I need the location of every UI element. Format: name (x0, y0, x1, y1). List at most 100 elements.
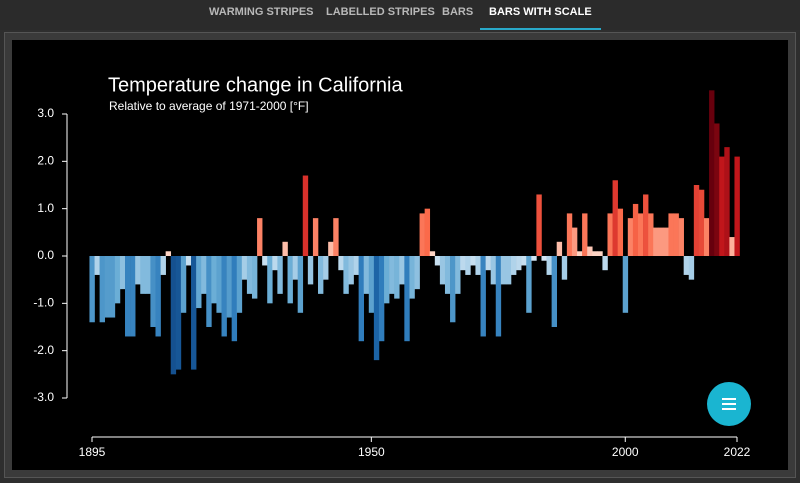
bar (668, 213, 674, 256)
bar (175, 256, 182, 370)
bar (673, 213, 679, 256)
bar (348, 256, 354, 285)
bar (180, 256, 187, 313)
bar (561, 256, 568, 280)
bar (516, 256, 522, 271)
bar (419, 213, 425, 256)
bar (714, 123, 720, 256)
bar (292, 256, 298, 280)
bar (688, 256, 695, 280)
bar (683, 256, 690, 275)
bar (607, 213, 613, 256)
x-tick-label: 1895 (79, 445, 106, 459)
bar (368, 256, 375, 313)
bar (424, 208, 431, 256)
bar (414, 256, 420, 290)
bar (191, 256, 197, 370)
bar (333, 218, 339, 256)
bar (500, 256, 507, 285)
tab[interactable]: WARMING STRIPES (209, 6, 314, 18)
bar (480, 256, 486, 337)
bar (622, 256, 629, 313)
bar (577, 251, 583, 256)
bar (170, 256, 177, 375)
bar (94, 256, 100, 275)
bar (282, 241, 288, 256)
bar (693, 185, 700, 256)
bar (150, 256, 156, 327)
bar (475, 256, 481, 275)
x-tick-label: 2022 (724, 445, 751, 459)
bar (125, 256, 131, 337)
bar (99, 256, 105, 323)
y-tick-label: -2.0 (33, 343, 54, 357)
bar (632, 203, 639, 256)
bar (729, 237, 735, 256)
bar (211, 256, 217, 304)
bar (450, 256, 456, 323)
bar (399, 256, 405, 285)
bar (221, 256, 227, 337)
bar (160, 256, 166, 275)
bar (231, 256, 238, 342)
bar (272, 256, 278, 271)
bar (460, 256, 466, 271)
tab[interactable]: BARS WITH SCALE (480, 0, 601, 30)
bar (384, 256, 390, 304)
bar (648, 213, 654, 256)
tab-bar: WARMING STRIPES LABELLED STRIPES BARS BARS … (0, 0, 800, 30)
bar (312, 218, 319, 256)
bar (389, 256, 395, 294)
bar (135, 256, 141, 285)
bar (556, 241, 563, 256)
bar (114, 256, 121, 304)
bar (257, 218, 263, 256)
bar (246, 256, 253, 294)
chart-title: Temperature change in California (108, 74, 403, 96)
bar (465, 256, 471, 275)
bar (643, 194, 649, 256)
bar (226, 256, 232, 318)
bar (602, 256, 608, 271)
bar (587, 246, 593, 256)
bar (343, 256, 349, 294)
bar (318, 256, 324, 294)
bar (363, 256, 370, 294)
bar (358, 256, 365, 342)
tab[interactable]: BARS (442, 6, 474, 18)
tab[interactable]: LABELLED STRIPES (326, 6, 435, 18)
bar (338, 256, 344, 271)
bar (262, 256, 268, 266)
bar (104, 256, 111, 318)
y-tick-label: -1.0 (33, 296, 54, 310)
bar (145, 256, 151, 294)
bar (307, 256, 314, 285)
y-tick-label: 0.0 (37, 248, 54, 262)
bar (302, 175, 309, 256)
bar (663, 227, 669, 256)
bar (531, 256, 537, 261)
bar (109, 256, 116, 318)
bar (323, 256, 329, 280)
y-tick-label: 3.0 (37, 106, 54, 120)
bar (373, 256, 380, 361)
x-tick-label: 1950 (358, 445, 385, 459)
bar (658, 227, 664, 256)
menu-button[interactable] (707, 382, 751, 426)
bar (637, 213, 644, 256)
bar (617, 208, 624, 256)
bar (582, 213, 588, 256)
bar (206, 256, 212, 327)
bar (678, 218, 684, 256)
bar (592, 251, 598, 256)
y-tick-label: 2.0 (37, 154, 54, 168)
bar (165, 251, 172, 256)
bar (485, 256, 491, 271)
bar (724, 147, 730, 256)
bar (698, 189, 705, 256)
bar (434, 256, 441, 266)
bar (566, 213, 573, 256)
bar (551, 256, 558, 327)
